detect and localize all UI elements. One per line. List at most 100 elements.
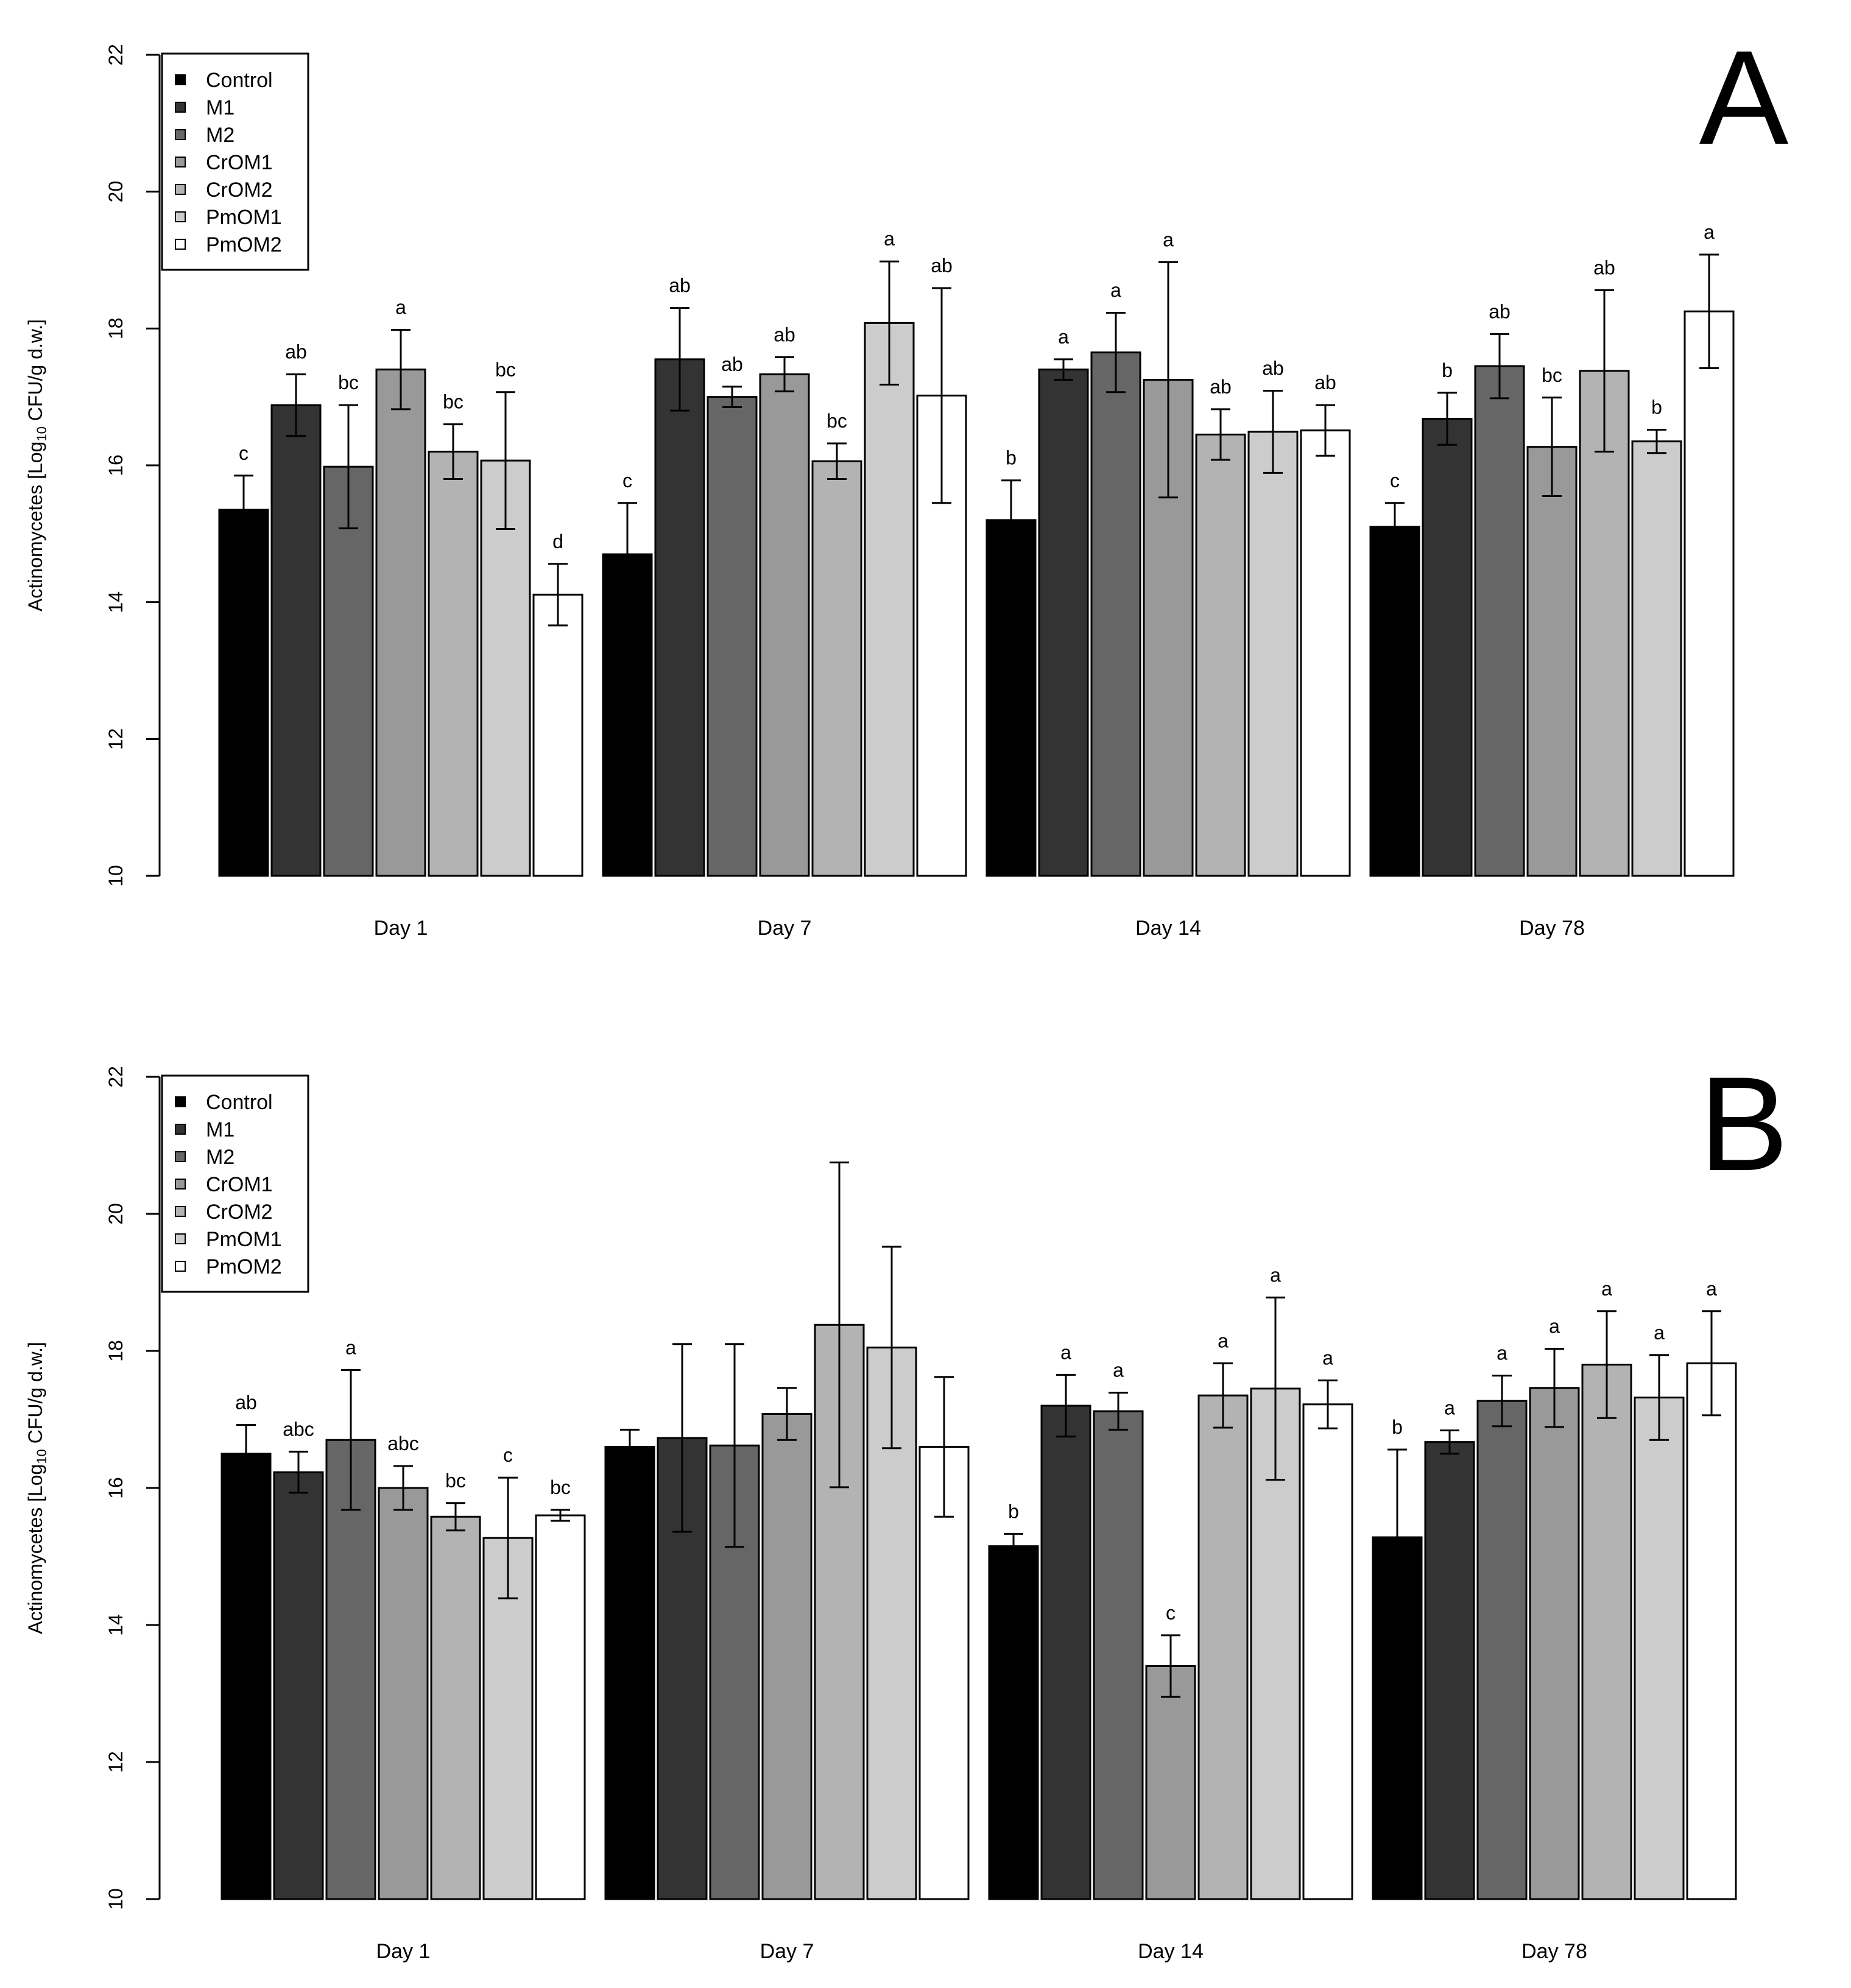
bar xyxy=(654,358,705,877)
significance-label: a xyxy=(1322,1347,1333,1369)
category-label: Day 1 xyxy=(374,917,428,940)
legend: Control M1 M2 CrOM1 CrOM2 PmOM1 PmOM2 xyxy=(161,1074,309,1293)
y-tick-label: 14 xyxy=(105,1614,127,1636)
significance-label: a xyxy=(1549,1316,1560,1338)
bar xyxy=(1369,526,1420,877)
bar xyxy=(1684,310,1735,877)
bar xyxy=(759,373,810,877)
bar xyxy=(1476,1400,1528,1900)
bar xyxy=(1145,1665,1196,1900)
significance-label: ab xyxy=(1593,256,1615,278)
significance-label: ab xyxy=(931,255,953,277)
significance-label: a xyxy=(1060,1341,1071,1363)
bar xyxy=(811,460,862,877)
significance-label: a xyxy=(395,297,406,319)
bar xyxy=(918,1446,970,1900)
bar xyxy=(535,1514,586,1900)
category-label: Day 78 xyxy=(1519,917,1585,940)
y-tick-label: 22 xyxy=(105,44,127,66)
legend-entry: CrOM1 xyxy=(206,151,273,174)
bar xyxy=(1038,368,1089,877)
significance-label: a xyxy=(1654,1322,1665,1344)
significance-label: a xyxy=(1704,221,1715,243)
legend-swatch xyxy=(175,1233,186,1244)
panel-B: B 10 12 14 16 18 20 22 Actinomycetes [Log10 CFU/… xyxy=(24,1049,1788,1963)
significance-label: a xyxy=(1444,1397,1455,1419)
bar xyxy=(1247,431,1299,877)
significance-label: a xyxy=(884,228,895,250)
significance-label: d xyxy=(552,530,563,552)
bar xyxy=(1093,1410,1144,1900)
significance-label: bc xyxy=(443,391,464,413)
panel-letter: A xyxy=(1699,23,1789,172)
significance-label: c xyxy=(503,1444,513,1466)
y-tick-label: 20 xyxy=(105,1203,127,1225)
significance-label: a xyxy=(1110,279,1121,301)
bar xyxy=(220,1453,272,1900)
legend-entry: PmOM2 xyxy=(206,1255,282,1278)
bar xyxy=(218,509,269,877)
bar xyxy=(1529,1387,1580,1900)
bar xyxy=(1195,433,1246,877)
legend-entry: M2 xyxy=(206,124,234,147)
category-label: Day 7 xyxy=(758,917,812,940)
significance-label: ab xyxy=(1489,300,1511,322)
category-label: Day 78 xyxy=(1521,1940,1587,1963)
significance-label: abc xyxy=(387,1433,419,1454)
bar xyxy=(1526,446,1578,877)
significance-label: b xyxy=(1006,447,1017,469)
legend-entry: M1 xyxy=(206,96,234,119)
bar xyxy=(985,519,1037,877)
category-label: Day 7 xyxy=(760,1940,814,1963)
legend-box xyxy=(161,52,309,271)
significance-label: bc xyxy=(445,1470,466,1492)
y-tick-label: 16 xyxy=(105,1477,127,1499)
bar xyxy=(428,451,479,877)
legend-swatch xyxy=(175,74,186,85)
bar xyxy=(1302,1403,1353,1900)
y-axis-label: Actinomycetes [Log10 CFU/g d.w.] xyxy=(24,1342,49,1634)
y-tick-label: 10 xyxy=(105,1888,127,1910)
y-axis-label: Actinomycetes [Log10 CFU/g d.w.] xyxy=(24,319,49,612)
significance-label: b xyxy=(1651,397,1662,418)
legend-swatch xyxy=(175,1151,186,1162)
bar xyxy=(1422,418,1473,877)
significance-label: bc xyxy=(495,359,516,381)
significance-label: ab xyxy=(1210,376,1232,398)
legend-entry: M2 xyxy=(206,1146,234,1169)
y-tick-label: 12 xyxy=(105,1751,127,1773)
significance-label: ab xyxy=(285,341,307,363)
bar xyxy=(1424,1441,1475,1900)
legend-swatch xyxy=(175,184,186,195)
y-tick-label: 20 xyxy=(105,181,127,203)
significance-label: a xyxy=(345,1337,356,1359)
significance-label: ab xyxy=(721,353,743,375)
bar xyxy=(430,1515,481,1900)
y-tick-label: 16 xyxy=(105,454,127,476)
bar xyxy=(273,1471,324,1900)
bar xyxy=(1581,1364,1632,1900)
legend-swatch xyxy=(175,1179,186,1190)
significance-label: a xyxy=(1163,228,1174,250)
significance-label: c xyxy=(1390,470,1400,492)
bar xyxy=(602,553,653,877)
legend-entry: CrOM1 xyxy=(206,1173,273,1196)
bar xyxy=(1040,1405,1091,1900)
legend-box xyxy=(161,1074,309,1293)
category-label: Day 14 xyxy=(1135,917,1201,940)
category-label: Day 1 xyxy=(376,1940,431,1963)
legend-swatch xyxy=(175,1261,186,1272)
significance-label: a xyxy=(1113,1359,1124,1381)
bar xyxy=(1090,351,1141,877)
legend: Control M1 M2 CrOM1 CrOM2 PmOM1 PmOM2 xyxy=(161,52,309,271)
panel-A: A 10 12 14 16 18 20 22 Actinomycetes [Log10 CFU/… xyxy=(24,23,1789,940)
legend-swatch xyxy=(175,157,186,167)
category-label: Day 14 xyxy=(1138,1940,1204,1963)
significance-label: b xyxy=(1392,1416,1403,1438)
y-tick-label: 22 xyxy=(105,1066,127,1088)
bar xyxy=(761,1413,813,1900)
legend-entry: Control xyxy=(206,69,273,92)
legend-entry: CrOM2 xyxy=(206,178,273,202)
legend-entry: M1 xyxy=(206,1118,234,1141)
